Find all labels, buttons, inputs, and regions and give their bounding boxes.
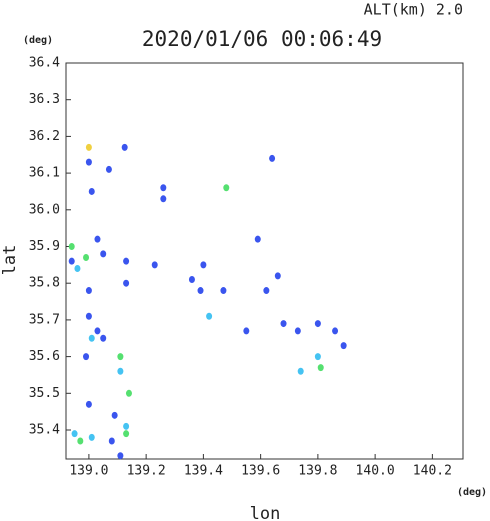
y-tick-label: 36.0 <box>29 202 60 217</box>
echo-point <box>340 342 347 350</box>
y-tick-label: 36.3 <box>29 92 60 107</box>
echo-point <box>274 272 281 280</box>
x-tick-label: 139.6 <box>241 464 280 479</box>
echo-point <box>74 265 81 273</box>
echo-point <box>105 165 112 173</box>
echo-point <box>188 276 195 284</box>
echo-point <box>269 154 276 162</box>
echo-point <box>223 184 230 192</box>
echo-point <box>100 334 107 342</box>
echo-point <box>243 327 250 335</box>
echo-point <box>71 430 78 438</box>
echo-point <box>88 334 95 342</box>
y-tick-label: 35.4 <box>29 423 60 438</box>
echo-point <box>83 353 90 361</box>
echo-point <box>197 287 204 295</box>
echo-point <box>332 327 339 335</box>
x-axis-label: lon <box>250 504 281 521</box>
echo-point <box>108 437 115 445</box>
y-tick-label: 36.4 <box>29 56 60 71</box>
chart-title: 2020/01/06 00:06:49 <box>142 27 382 51</box>
echo-point <box>206 312 213 320</box>
echo-point <box>220 287 227 295</box>
plot-frame <box>65 62 464 460</box>
echo-point <box>294 327 301 335</box>
x-unit: (deg) <box>457 487 487 498</box>
echo-point <box>85 312 92 320</box>
echo-point <box>100 250 107 258</box>
echo-point <box>314 320 321 328</box>
echo-point <box>314 353 321 361</box>
echo-point <box>317 364 324 372</box>
x-tick-label: 139.4 <box>184 464 223 479</box>
echo-point <box>85 400 92 408</box>
x-tick-label: 139.8 <box>298 464 337 479</box>
echo-point <box>88 433 95 441</box>
echo-point <box>83 254 90 262</box>
echo-point <box>94 235 101 243</box>
echo-point <box>125 389 132 397</box>
x-tick-label: 140.2 <box>413 464 452 479</box>
y-axis-label: lat <box>0 245 20 276</box>
y-tick-label: 35.8 <box>29 276 60 291</box>
echo-point <box>123 422 130 430</box>
echo-point <box>117 367 124 375</box>
echo-point <box>111 411 118 419</box>
echo-point <box>85 158 92 166</box>
echo-point <box>88 187 95 195</box>
x-tick-label: 139.0 <box>69 464 108 479</box>
y-unit: (deg) <box>23 35 53 46</box>
echo-point <box>123 279 130 287</box>
y-tick-label: 36.2 <box>29 129 60 144</box>
y-tick-label: 35.9 <box>29 239 60 254</box>
echo-point <box>297 367 304 375</box>
y-tick-label: 35.7 <box>29 312 60 327</box>
echo-point <box>254 235 261 243</box>
echo-point <box>94 327 101 335</box>
echo-point <box>160 195 167 203</box>
echo-point <box>200 261 207 269</box>
echo-point <box>68 257 75 265</box>
echo-point <box>77 437 84 445</box>
echo-point <box>85 287 92 295</box>
x-tick-label: 139.2 <box>127 464 166 479</box>
echo-point <box>117 452 124 460</box>
echo-point <box>117 353 124 361</box>
y-tick-label: 36.1 <box>29 166 60 181</box>
echo-point <box>121 143 128 151</box>
echo-point <box>151 261 158 269</box>
echo-point <box>123 430 130 438</box>
y-tick-label: 35.5 <box>29 386 60 401</box>
echo-point <box>85 143 92 151</box>
echo-point <box>160 184 167 192</box>
chart-subtitle: ALT(km) 2.0 <box>364 1 463 19</box>
y-tick-label: 35.6 <box>29 349 60 364</box>
echo-point <box>123 257 130 265</box>
echo-point <box>263 287 270 295</box>
x-tick-label: 140.0 <box>356 464 395 479</box>
echo-point <box>280 320 287 328</box>
echo-point <box>68 243 75 251</box>
